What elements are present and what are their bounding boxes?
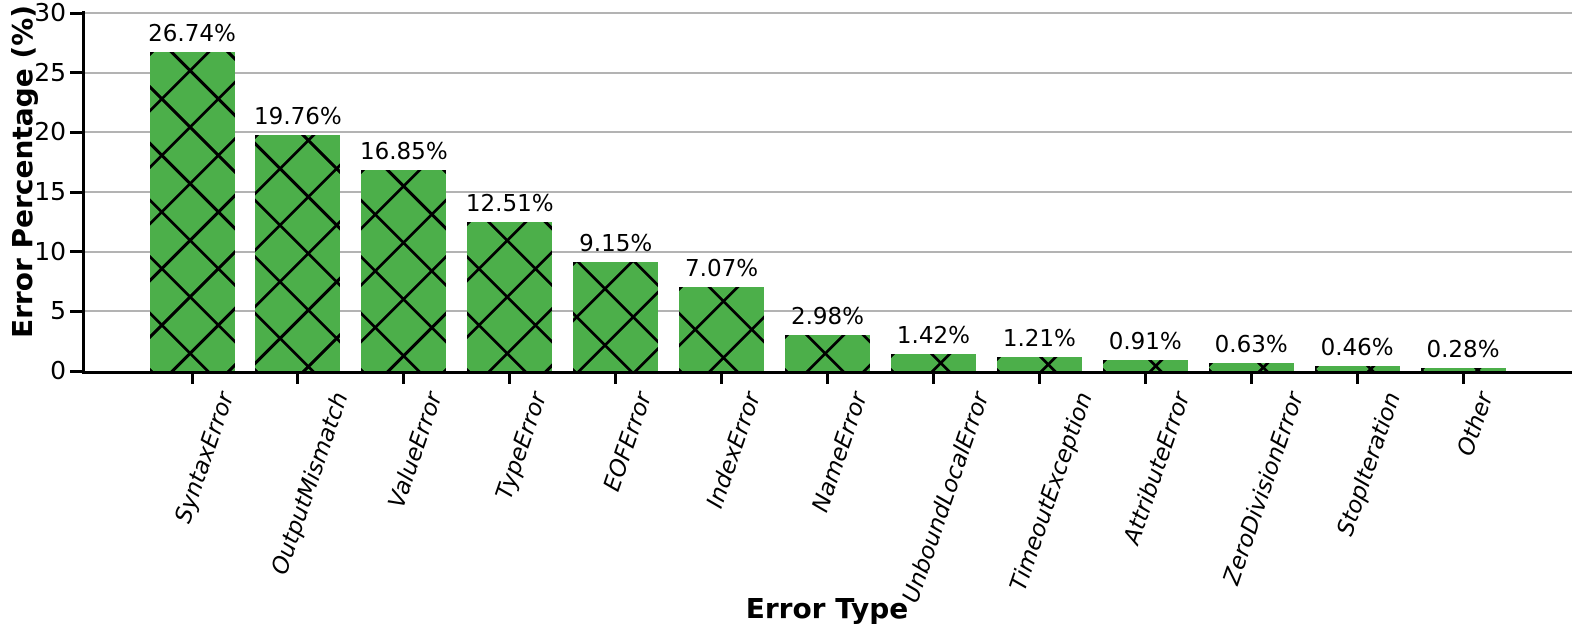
- bar: [996, 356, 1082, 372]
- gridline: [82, 12, 1572, 14]
- bar: [1208, 363, 1294, 372]
- bar: [1102, 360, 1188, 372]
- bar-value-label: 0.46%: [1320, 334, 1394, 361]
- y-axis-label: Error Percentage (%): [6, 4, 39, 338]
- bar-value-label: 16.85%: [359, 138, 448, 165]
- bar-value-label: 2.98%: [790, 304, 865, 331]
- x-tick-label: OutputMismatch: [266, 389, 354, 578]
- y-tick-label: 10: [34, 236, 66, 266]
- x-tick-label: IndexError: [701, 389, 766, 512]
- x-tick-label: NameError: [807, 389, 873, 516]
- y-tick-label: 30: [34, 0, 66, 27]
- bar-value-label: 0.63%: [1214, 332, 1288, 359]
- x-axis-label: Error Type: [745, 592, 909, 625]
- x-tick-label: AttributeError: [1119, 389, 1196, 548]
- x-tick: [402, 374, 406, 384]
- x-tick-label: SyntaxError: [169, 389, 239, 527]
- gridline: [82, 191, 1572, 193]
- y-tick: [70, 11, 82, 15]
- y-tick-label: 25: [34, 57, 66, 87]
- y-tick: [70, 250, 82, 254]
- x-tick: [1355, 374, 1359, 384]
- x-tick: [720, 374, 724, 384]
- x-tick: [1143, 374, 1147, 384]
- bar: [1314, 365, 1400, 372]
- x-tick: [1461, 374, 1465, 384]
- y-tick-label: 15: [34, 177, 66, 206]
- bar-value-label: 1.21%: [1002, 325, 1076, 352]
- x-tick: [190, 374, 194, 384]
- gridline: [82, 131, 1572, 134]
- x-axis-line: [82, 371, 1572, 374]
- x-tick-label: StopIteration: [1332, 389, 1407, 540]
- x-tick-label: TimeoutException: [1005, 389, 1098, 595]
- x-tick: [614, 374, 618, 384]
- bar-value-label: 7.07%: [685, 255, 759, 282]
- x-tick-label: Other: [1452, 389, 1499, 460]
- bar: [890, 354, 976, 372]
- bar: [467, 221, 553, 372]
- gridline: [82, 310, 1572, 313]
- x-tick-label: ZeroDivisionError: [1218, 389, 1309, 589]
- x-tick: [1249, 374, 1253, 384]
- x-tick-label: ValueError: [384, 389, 449, 512]
- y-tick: [70, 71, 82, 75]
- y-tick: [70, 309, 82, 313]
- y-tick: [70, 130, 82, 134]
- gridline: [82, 71, 1572, 74]
- bar-value-label: 9.15%: [579, 230, 653, 257]
- x-tick-label: UnboundLocalError: [897, 389, 995, 607]
- x-tick: [296, 374, 300, 384]
- bar: [573, 261, 659, 372]
- bar-value-label: 19.76%: [254, 104, 342, 131]
- bar: [679, 286, 765, 372]
- bar-value-label: 0.28%: [1426, 336, 1500, 363]
- bar-value-label: 1.42%: [896, 323, 970, 350]
- x-tick: [826, 374, 830, 384]
- y-tick: [70, 190, 82, 194]
- gridline: [82, 250, 1572, 253]
- bar: [361, 169, 447, 372]
- bar: [255, 135, 341, 372]
- bar: [149, 51, 235, 372]
- bar: [785, 335, 871, 372]
- x-tick-label: EOFError: [598, 389, 658, 495]
- y-tick-label: 20: [34, 117, 66, 147]
- bar-value-label: 26.74%: [148, 20, 236, 47]
- y-tick-label: 5: [50, 296, 66, 326]
- y-tick-label: 0: [50, 356, 66, 385]
- x-tick-label: TypeError: [491, 389, 553, 503]
- y-tick: [70, 369, 82, 373]
- bar-value-label: 12.51%: [465, 190, 554, 217]
- bar-value-label: 0.91%: [1108, 329, 1182, 356]
- bar: [1420, 367, 1506, 372]
- x-tick: [931, 374, 935, 384]
- y-axis-line: [82, 11, 85, 374]
- x-tick: [508, 374, 512, 384]
- x-tick: [1037, 374, 1041, 384]
